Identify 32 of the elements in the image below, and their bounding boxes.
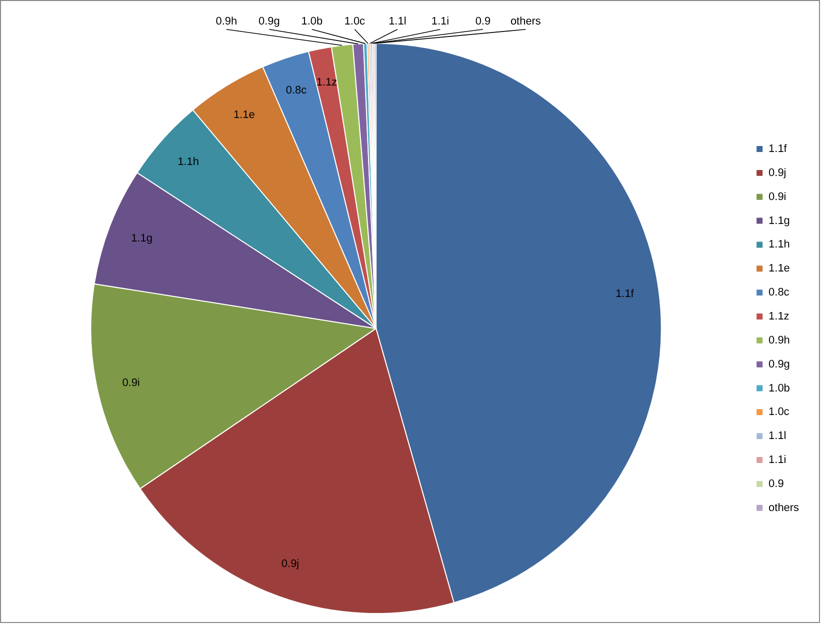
legend-label: 0.9g — [768, 358, 790, 370]
slice-label: 1.0b — [301, 15, 323, 28]
slice-label: 0.9 — [475, 15, 491, 28]
legend-label: 0.9j — [768, 166, 786, 179]
slice-label: 0.9j — [281, 558, 300, 570]
legend-label: 1.1e — [768, 262, 790, 275]
slice-label: 1.1i — [431, 15, 450, 28]
slice-label: 1.1h — [178, 156, 199, 168]
legend-label: 1.0b — [768, 382, 790, 394]
legend-label: others — [768, 502, 800, 514]
slice-label: 1.1l — [388, 15, 406, 28]
slice-label: 1.1f — [616, 288, 635, 300]
legend-label: 1.0c — [768, 406, 790, 418]
legend-label: 0.9h — [768, 334, 790, 346]
legend-label: 0.9i — [768, 190, 786, 203]
legend-label: 0.9 — [768, 478, 784, 490]
legend-label: 1.1z — [768, 310, 790, 323]
slice-label: 0.8c — [286, 84, 308, 97]
legend-label: 1.1i — [768, 454, 786, 466]
slice-label: 1.1z — [316, 76, 338, 88]
legend-label: 0.8c — [768, 286, 790, 299]
slice-label: 1.1g — [131, 232, 152, 244]
slice-label: 1.1e — [234, 108, 255, 121]
legend-label: 1.1f — [768, 143, 788, 156]
legend-label: 1.1g — [768, 214, 790, 227]
slice-label: 0.9g — [258, 15, 280, 28]
slice-label: 0.9h — [216, 15, 238, 28]
slice-label: others — [510, 15, 542, 28]
slice-label: 1.0c — [344, 15, 366, 28]
legend-label: 1.1l — [768, 430, 786, 442]
slice-label: 0.9i — [122, 377, 140, 390]
legend-label: 1.1h — [768, 238, 790, 251]
